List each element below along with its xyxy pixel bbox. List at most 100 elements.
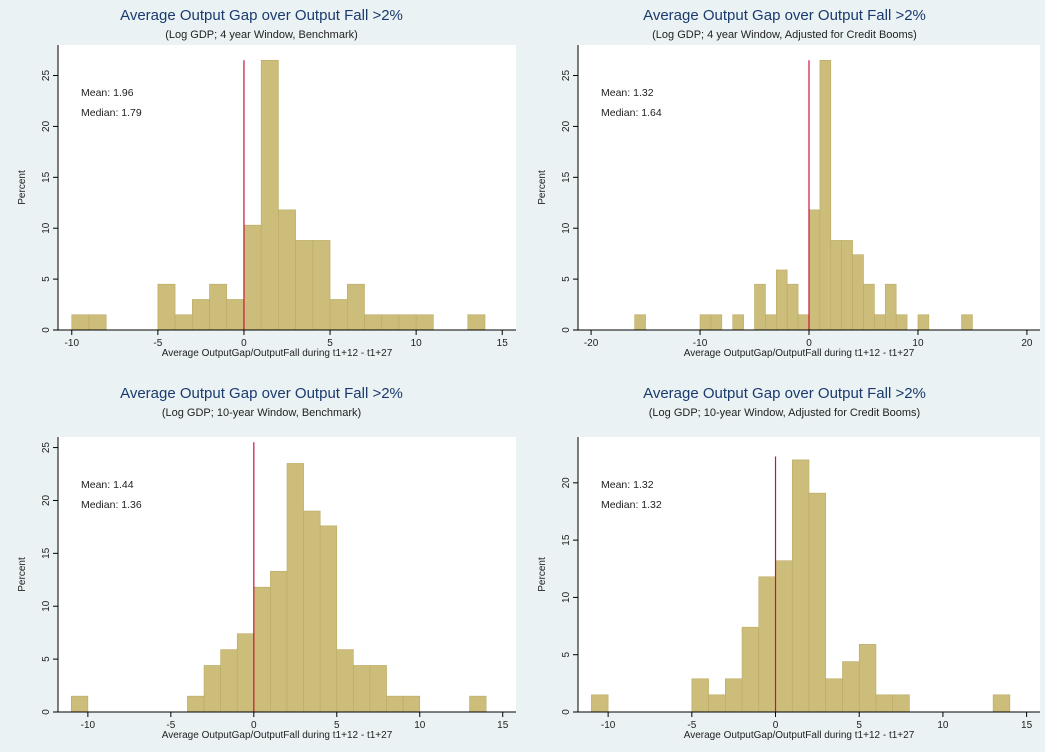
histogram-bar (236, 633, 255, 713)
mean-annotation: Mean: 1.44 (81, 479, 134, 491)
histogram-bar (808, 209, 821, 331)
chart-title: Average Output Gap over Output Fall >2% (120, 7, 403, 24)
histogram-bar (192, 299, 210, 331)
x-tick-label: -10 (81, 720, 96, 731)
y-tick-label: 15 (561, 534, 572, 546)
histogram-bar (841, 240, 853, 331)
y-tick-label: 0 (561, 327, 572, 333)
histogram-bar (88, 314, 107, 331)
histogram-bar (369, 665, 387, 713)
y-tick-label: 10 (561, 591, 572, 603)
x-tick-label: 5 (327, 338, 333, 349)
y-tick-label: 0 (41, 709, 52, 715)
y-tick-label: 20 (41, 494, 52, 506)
histogram-bar (220, 649, 238, 713)
histogram-bar (312, 240, 331, 331)
histogram-bar (381, 314, 400, 331)
histogram-bar (819, 59, 832, 331)
x-tick-label: 5 (334, 720, 340, 731)
mean-annotation: Mean: 1.32 (601, 87, 654, 99)
histogram-bar (467, 314, 486, 331)
x-tick-label: 10 (912, 338, 924, 349)
histogram-bar (286, 463, 304, 713)
y-tick-label: 0 (41, 327, 52, 333)
y-axis-label: Percent (17, 557, 28, 592)
histogram-bar (364, 314, 382, 331)
histogram-bar (591, 694, 609, 713)
x-tick-label: 0 (251, 720, 257, 731)
histogram-bar (961, 314, 973, 331)
median-annotation: Median: 1.32 (601, 499, 662, 511)
y-axis-label: Percent (17, 170, 28, 205)
y-axis-label: Percent (537, 170, 548, 205)
histogram-bar (260, 59, 279, 331)
y-tick-label: 15 (41, 171, 52, 183)
histogram-bar (243, 224, 262, 331)
x-tick-label: 20 (1021, 338, 1033, 349)
histogram-bar (884, 283, 897, 331)
y-tick-label: 5 (561, 276, 572, 282)
x-tick-label: -5 (687, 720, 696, 731)
histogram-bar (892, 694, 910, 713)
histogram-bar (699, 314, 712, 331)
histogram-bar (209, 283, 228, 331)
histogram-bar (203, 665, 221, 713)
y-tick-label: 25 (41, 70, 52, 82)
histogram-bar (402, 695, 421, 713)
histogram-bar (786, 283, 799, 331)
x-axis-label: Average OutputGap/OutputFall during t1+1… (162, 348, 393, 359)
histogram-bar (992, 694, 1011, 713)
chart-panel-4: Average Output Gap over Output Fall >2% (… (528, 378, 1041, 748)
histogram-bar (415, 314, 434, 331)
y-tick-label: 10 (561, 222, 572, 234)
x-axis-label: Average OutputGap/OutputFall during t1+1… (684, 348, 915, 359)
y-axis-label: Percent (537, 557, 548, 592)
median-annotation: Median: 1.79 (81, 107, 142, 119)
chart-subtitle: (Log GDP; 4 year Window, Adjusted for Cr… (652, 29, 917, 41)
histogram-bar (775, 560, 793, 713)
y-tick-label: 5 (561, 651, 572, 657)
y-tick-label: 20 (41, 120, 52, 132)
histogram-bar (808, 492, 827, 713)
chart-subtitle: (Log GDP; 10-year Window, Adjusted for C… (649, 407, 920, 419)
histogram-bar (852, 254, 864, 331)
histogram-bar (70, 695, 89, 713)
chart-title: Average Output Gap over Output Fall >2% (643, 7, 926, 24)
x-tick-label: -5 (166, 720, 175, 731)
histogram-bar (732, 314, 744, 331)
histogram-bar (863, 283, 875, 331)
y-tick-label: 0 (561, 709, 572, 715)
y-tick-label: 25 (41, 442, 52, 454)
histogram-bar (226, 299, 245, 331)
histogram-bar (278, 209, 296, 331)
chart-panel-1: Average Output Gap over Output Fall >2% (… (5, 0, 518, 372)
histogram-bar (725, 678, 743, 713)
histogram-bar (708, 694, 726, 713)
chart-title: Average Output Gap over Output Fall >2% (120, 385, 403, 402)
histogram-bar (187, 695, 205, 713)
histogram-bar (842, 661, 860, 713)
median-annotation: Median: 1.36 (81, 499, 142, 511)
x-tick-label: 10 (937, 720, 949, 731)
histogram-bar (875, 694, 893, 713)
histogram-bar (825, 678, 843, 713)
y-tick-label: 10 (41, 600, 52, 612)
chart-panel-2: Average Output Gap over Output Fall >2% (… (528, 0, 1041, 372)
histogram-bar (398, 314, 417, 331)
histogram-bar (353, 665, 371, 713)
mean-annotation: Mean: 1.96 (81, 87, 134, 99)
histogram-bar (710, 314, 723, 331)
histogram-bar (174, 314, 193, 331)
histogram-bar (469, 695, 487, 713)
histogram-bar (797, 314, 810, 331)
histogram-bar (634, 314, 646, 331)
x-tick-label: 0 (806, 338, 812, 349)
y-tick-label: 5 (41, 656, 52, 662)
x-axis-label: Average OutputGap/OutputFall during t1+1… (684, 730, 915, 741)
histogram-bar (303, 510, 321, 713)
x-tick-label: -10 (65, 338, 80, 349)
mean-annotation: Mean: 1.32 (601, 479, 654, 491)
chart-title: Average Output Gap over Output Fall >2% (643, 385, 926, 402)
histogram-bar (157, 283, 176, 331)
